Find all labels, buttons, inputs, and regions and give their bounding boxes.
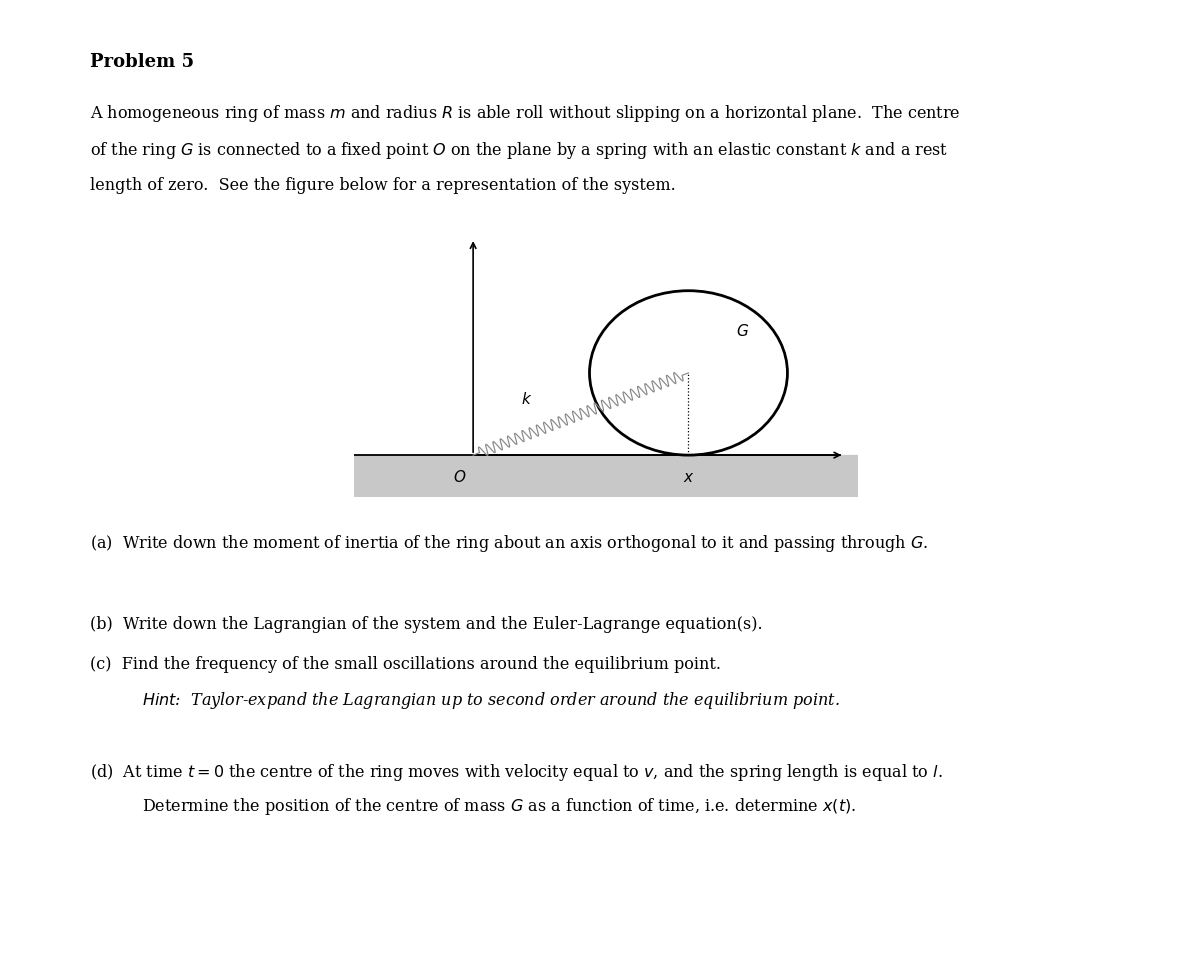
- Text: (c)  Find the frequency of the small oscillations around the equilibrium point.: (c) Find the frequency of the small osci…: [90, 656, 721, 674]
- Text: $k$: $k$: [521, 392, 532, 407]
- Text: of the ring $G$ is connected to a fixed point $O$ on the plane by a spring with : of the ring $G$ is connected to a fixed …: [90, 140, 948, 161]
- Text: (a)  Write down the moment of inertia of the ring about an axis orthogonal to it: (a) Write down the moment of inertia of …: [90, 533, 928, 554]
- Text: (b)  Write down the Lagrangian of the system and the Euler-Lagrange equation(s).: (b) Write down the Lagrangian of the sys…: [90, 616, 763, 633]
- Text: $\mathit{Hint}$:  Taylor-expand the Lagrangian up to second order around the equ: $\mathit{Hint}$: Taylor-expand the Lagra…: [142, 690, 839, 711]
- Text: (d)  At time $t = 0$ the centre of the ring moves with velocity equal to $v$, an: (d) At time $t = 0$ the centre of the ri…: [90, 762, 943, 784]
- Text: Determine the position of the centre of mass $G$ as a function of time, i.e. det: Determine the position of the centre of …: [142, 796, 856, 817]
- Bar: [354, 455, 858, 497]
- Text: $O$: $O$: [452, 469, 467, 484]
- Text: length of zero.  See the figure below for a representation of the system.: length of zero. See the figure below for…: [90, 177, 676, 194]
- Text: A homogeneous ring of mass $m$ and radius $R$ is able roll without slipping on a: A homogeneous ring of mass $m$ and radiu…: [90, 103, 960, 124]
- Text: $G$: $G$: [736, 323, 749, 340]
- Text: Problem 5: Problem 5: [90, 53, 194, 71]
- Text: $x$: $x$: [683, 471, 695, 484]
